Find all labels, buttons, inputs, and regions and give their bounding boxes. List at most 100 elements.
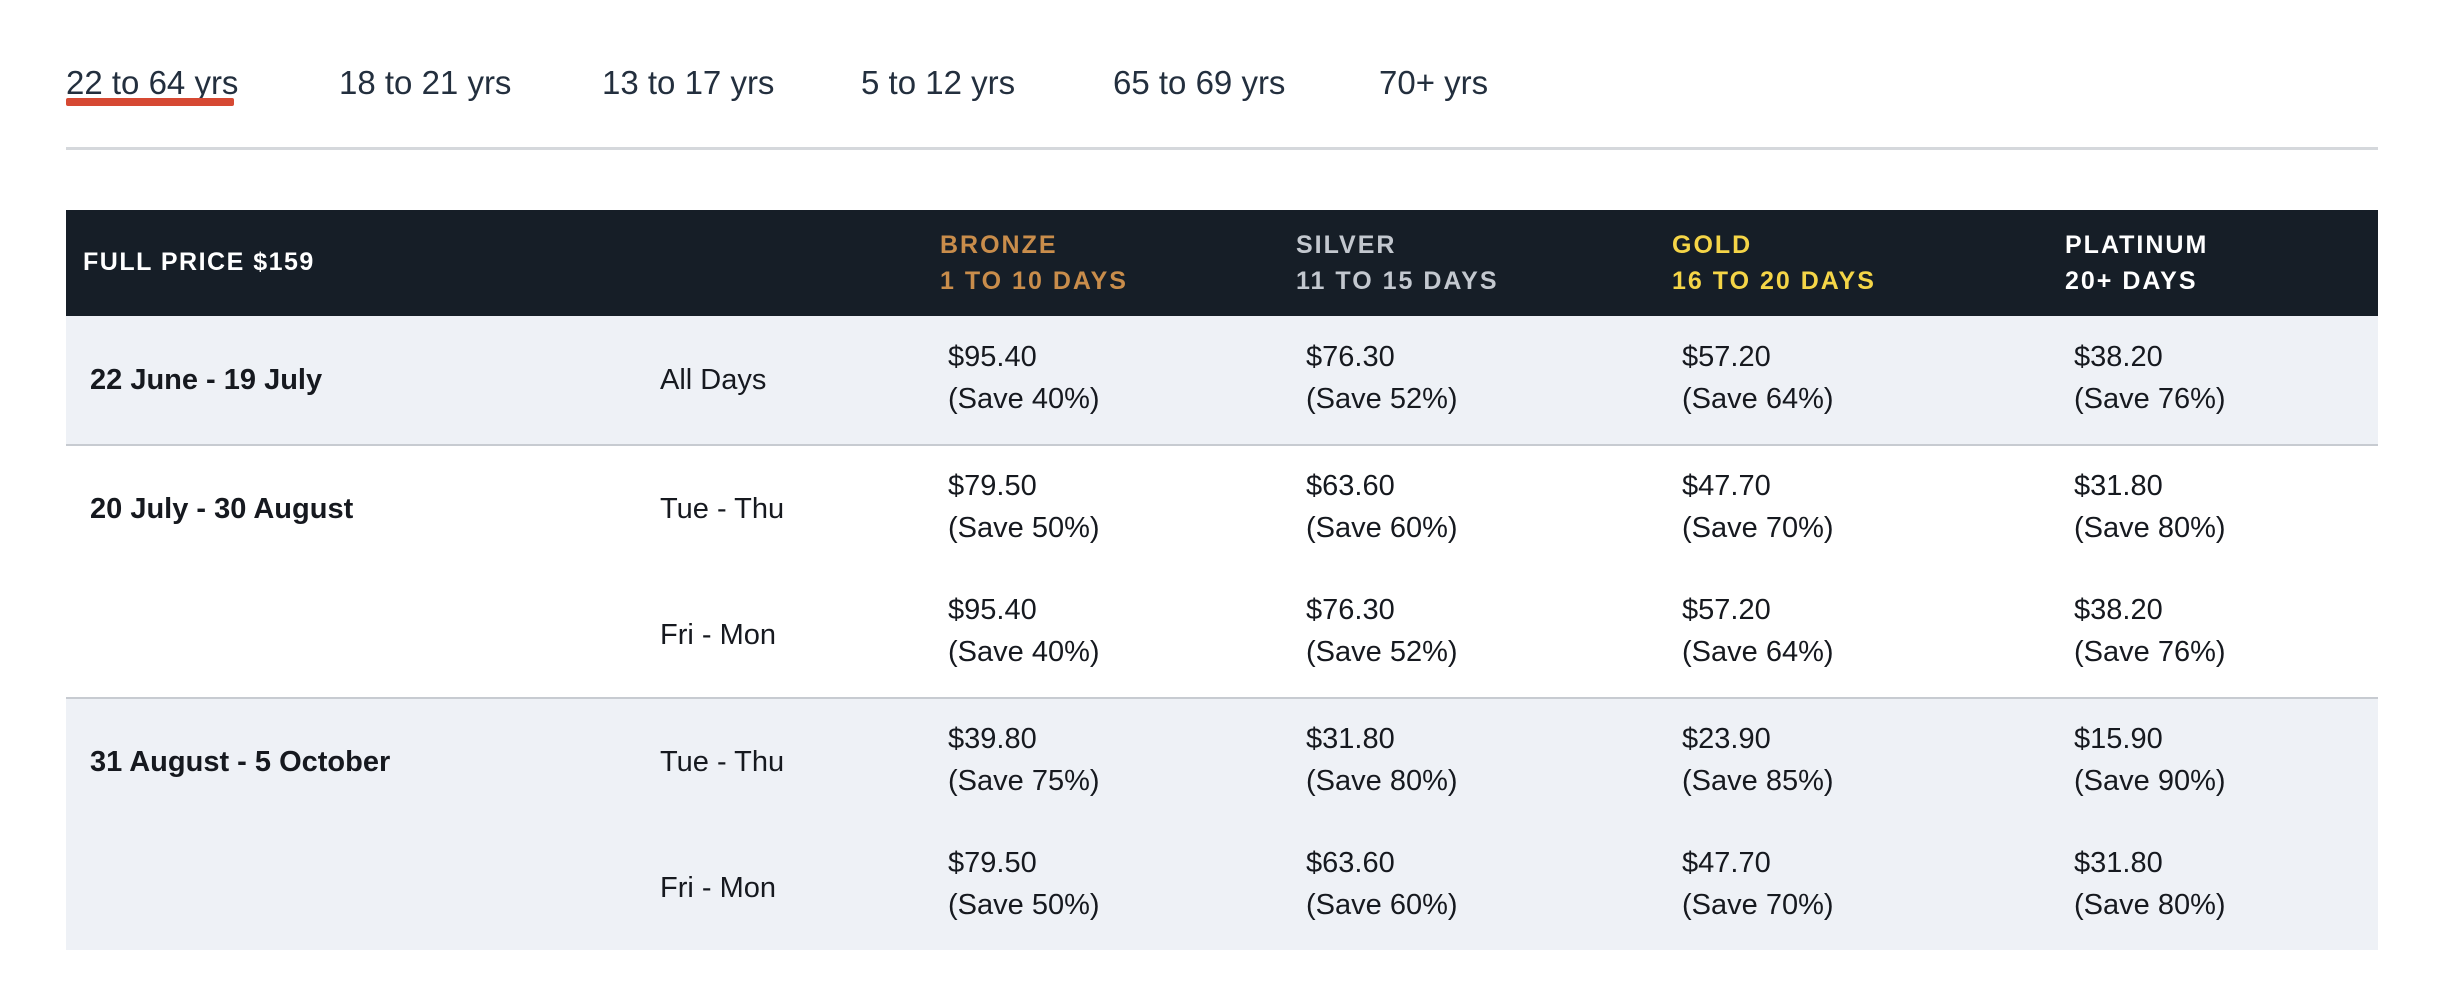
price: $76.30 xyxy=(1306,594,1395,626)
price-silver: $76.30 (Save 52%) xyxy=(1306,589,1458,673)
period-dates: 31 August - 5 October xyxy=(90,746,391,778)
price-bronze: $95.40 (Save 40%) xyxy=(948,336,1100,420)
savings: (Save 76%) xyxy=(2074,636,2226,668)
tier-days: 16 TO 20 DAYS xyxy=(1672,267,1876,295)
tier-name: BRONZE xyxy=(940,231,1058,259)
savings: (Save 64%) xyxy=(1682,383,1834,415)
price: $23.90 xyxy=(1682,723,1771,755)
savings: (Save 52%) xyxy=(1306,383,1458,415)
price: $47.70 xyxy=(1682,470,1771,502)
tier-days: 1 TO 10 DAYS xyxy=(940,267,1128,295)
day-range: Tue - Thu xyxy=(660,493,785,525)
active-tab-indicator xyxy=(66,98,234,106)
period-dates: 22 June - 19 July xyxy=(90,364,323,396)
tab-22-to-64[interactable]: 22 to 64 yrs xyxy=(66,63,239,106)
price: $38.20 xyxy=(2074,594,2163,626)
price: $15.90 xyxy=(2074,723,2163,755)
savings: (Save 40%) xyxy=(948,636,1100,668)
table-header: FULL PRICE $159 BRONZE 1 TO 10 DAYS SILV… xyxy=(66,210,2378,316)
tab-label: 13 to 17 yrs xyxy=(602,64,775,101)
price-bronze: $39.80 (Save 75%) xyxy=(948,718,1100,802)
price-silver: $76.30 (Save 52%) xyxy=(1306,336,1458,420)
tab-label: 70+ yrs xyxy=(1379,64,1489,101)
savings: (Save 90%) xyxy=(2074,765,2226,797)
savings: (Save 75%) xyxy=(948,765,1100,797)
savings: (Save 80%) xyxy=(2074,889,2226,921)
tier-gold-header: GOLD 16 TO 20 DAYS xyxy=(1672,227,1876,299)
period-dates: 20 July - 30 August xyxy=(90,493,354,525)
age-tabs: 22 to 64 yrs 18 to 21 yrs 13 to 17 yrs 5… xyxy=(66,0,2378,150)
price-gold: $47.70 (Save 70%) xyxy=(1682,842,1834,926)
day-range: Tue - Thu xyxy=(660,746,785,778)
savings: (Save 70%) xyxy=(1682,889,1834,921)
savings: (Save 60%) xyxy=(1306,889,1458,921)
tier-days: 11 TO 15 DAYS xyxy=(1296,267,1499,295)
price-gold: $23.90 (Save 85%) xyxy=(1682,718,1834,802)
savings: (Save 80%) xyxy=(1306,765,1458,797)
savings: (Save 70%) xyxy=(1682,512,1834,544)
price: $63.60 xyxy=(1306,470,1395,502)
price: $79.50 xyxy=(948,847,1037,879)
day-range: Fri - Mon xyxy=(660,872,776,904)
price-bronze: $79.50 (Save 50%) xyxy=(948,842,1100,926)
price-gold: $57.20 (Save 64%) xyxy=(1682,589,1834,673)
price-platinum: $31.80 (Save 80%) xyxy=(2074,465,2226,549)
price: $95.40 xyxy=(948,594,1037,626)
price: $31.80 xyxy=(1306,723,1395,755)
tab-65-to-69[interactable]: 65 to 69 yrs xyxy=(1113,63,1285,103)
savings: (Save 85%) xyxy=(1682,765,1834,797)
tier-name: PLATINUM xyxy=(2065,231,2209,259)
tab-5-to-12[interactable]: 5 to 12 yrs xyxy=(861,63,1015,103)
price-silver: $31.80 (Save 80%) xyxy=(1306,718,1458,802)
period-row-3: 31 August - 5 October Tue - Thu $39.80 (… xyxy=(66,697,2378,950)
full-price-label: FULL PRICE $159 xyxy=(83,248,315,276)
price: $39.80 xyxy=(948,723,1037,755)
tier-days: 20+ DAYS xyxy=(2065,267,2198,295)
period-row-1: 22 June - 19 July All Days $95.40 (Save … xyxy=(66,316,2378,444)
price: $38.20 xyxy=(2074,341,2163,373)
price-platinum: $15.90 (Save 90%) xyxy=(2074,718,2226,802)
tab-label: 65 to 69 yrs xyxy=(1113,64,1286,101)
tab-18-to-21[interactable]: 18 to 21 yrs xyxy=(339,63,511,103)
tier-name: GOLD xyxy=(1672,231,1753,259)
tab-70-plus[interactable]: 70+ yrs xyxy=(1379,63,1488,103)
price: $63.60 xyxy=(1306,847,1395,879)
price-platinum: $38.20 (Save 76%) xyxy=(2074,336,2226,420)
tab-13-to-17[interactable]: 13 to 17 yrs xyxy=(602,63,774,103)
price: $95.40 xyxy=(948,341,1037,373)
price: $57.20 xyxy=(1682,594,1771,626)
tab-label: 22 to 64 yrs xyxy=(66,64,239,101)
tier-silver-header: SILVER 11 TO 15 DAYS xyxy=(1296,227,1499,299)
tab-label: 18 to 21 yrs xyxy=(339,64,512,101)
price: $31.80 xyxy=(2074,847,2163,879)
tier-bronze-header: BRONZE 1 TO 10 DAYS xyxy=(940,227,1128,299)
price-platinum: $31.80 (Save 80%) xyxy=(2074,842,2226,926)
price-bronze: $95.40 (Save 40%) xyxy=(948,589,1100,673)
price-gold: $47.70 (Save 70%) xyxy=(1682,465,1834,549)
day-range: All Days xyxy=(660,364,767,396)
price: $31.80 xyxy=(2074,470,2163,502)
price: $76.30 xyxy=(1306,341,1395,373)
price: $47.70 xyxy=(1682,847,1771,879)
tab-label: 5 to 12 yrs xyxy=(861,64,1016,101)
price-silver: $63.60 (Save 60%) xyxy=(1306,842,1458,926)
period-row-2: 20 July - 30 August Tue - Thu $79.50 (Sa… xyxy=(66,444,2378,697)
price-silver: $63.60 (Save 60%) xyxy=(1306,465,1458,549)
savings: (Save 80%) xyxy=(2074,512,2226,544)
savings: (Save 60%) xyxy=(1306,512,1458,544)
savings: (Save 76%) xyxy=(2074,383,2226,415)
pricing-table: FULL PRICE $159 BRONZE 1 TO 10 DAYS SILV… xyxy=(66,210,2378,950)
price-gold: $57.20 (Save 64%) xyxy=(1682,336,1834,420)
tier-platinum-header: PLATINUM 20+ DAYS xyxy=(2065,227,2208,299)
savings: (Save 50%) xyxy=(948,512,1100,544)
savings: (Save 40%) xyxy=(948,383,1100,415)
price: $57.20 xyxy=(1682,341,1771,373)
price-bronze: $79.50 (Save 50%) xyxy=(948,465,1100,549)
savings: (Save 52%) xyxy=(1306,636,1458,668)
price-platinum: $38.20 (Save 76%) xyxy=(2074,589,2226,673)
day-range: Fri - Mon xyxy=(660,619,776,651)
price: $79.50 xyxy=(948,470,1037,502)
tier-name: SILVER xyxy=(1296,231,1397,259)
savings: (Save 64%) xyxy=(1682,636,1834,668)
